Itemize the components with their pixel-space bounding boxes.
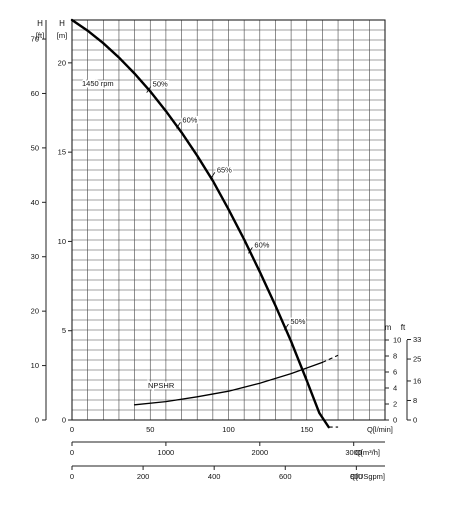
tick-label-q-m3h: 2000 [251,448,268,457]
efficiency-label: 60% [182,115,197,124]
labels: 1450 rpm NPSHR 50% 60% 65% 60% 50% [81,78,308,392]
efficiency-tick [248,247,253,254]
tick-label-left-ft: 10 [31,361,39,370]
axis-left-ft-symbol: H [37,19,43,28]
tick-label-left-m: 5 [62,326,66,335]
tick-label-q-lmin: 50 [146,425,154,434]
efficiency-tick [146,86,152,93]
tick-label-q-m3h: 3000 [345,448,362,457]
tick-label-right-ft: 33 [413,335,421,344]
axis-left-m-unit: [m] [57,31,67,40]
tick-label-left-ft: 50 [31,143,39,152]
plot-frame [71,19,386,421]
tick-label-q-lmin: 100 [222,425,235,434]
series-label-1450-rpm: 1450 rpm [82,79,114,88]
axis-left-m-symbol: H [59,19,65,28]
axis-right-ft-unit: ft [401,323,406,332]
efficiency-tick [284,323,289,331]
tick-label-right-ft: 25 [413,355,421,364]
tick-label-q-m3h: 1000 [158,448,175,457]
axis-label-q-m3h: Q[m³/h] [355,448,380,457]
tick-label-q-m3h: 0 [70,448,74,457]
tick-label-left-m: 10 [58,237,66,246]
tick-label-left-m: 20 [58,58,66,67]
npshr-curve-dashed-extension [322,354,339,363]
tick-label-left-ft: 70 [31,35,39,44]
tick-label-q-lmin: 150 [300,425,313,434]
tick-label-right-m: 8 [393,352,397,361]
head-curve-1450-rpm-line [70,18,330,429]
tick-label-left-ft: 0 [35,416,39,425]
tick-label-q-usgpm: 0 [70,472,74,481]
tick-label-left-ft: 60 [31,89,39,98]
tick-label-left-ft: 40 [31,198,39,207]
efficiency-label: 60% [254,240,269,249]
efficiency-label: 65% [217,165,232,174]
axis-label-q-usgpm: Q[USgpm] [350,472,385,481]
tick-label-right-m: 4 [393,384,397,393]
tick-label-left-ft: 30 [31,252,39,261]
efficiency-label: 50% [290,317,305,326]
series-label-npshr: NPSHR [148,381,175,390]
series [70,18,339,429]
efficiency-tick [176,122,181,129]
npshr-curve-line [133,361,324,406]
efficiency-label: 50% [153,80,168,89]
tick-label-left-m: 15 [58,148,66,157]
tick-label-q-usgpm: 200 [137,472,150,481]
tick-label-q-lmin: 0 [70,425,74,434]
tick-label-right-ft: 8 [413,396,417,405]
tick-label-left-ft: 20 [31,307,39,316]
tick-label-right-m: 2 [393,400,397,409]
tick-label-right-ft: 0 [413,416,417,425]
tick-label-right-m: 0 [393,416,397,425]
axes: H [ft] H [m] 0 10 20 30 40 50 60 70 0 5 10 15 20 m ft 0 2 4 6 8… [31,19,422,481]
axis-left-ft-unit: [ft] [36,31,44,40]
axis-label-q-lmin: Q[l/min] [367,425,393,434]
axis-right-m-unit: m [385,323,392,332]
tick-label-left-m: 0 [62,416,66,425]
tick-label-q-usgpm: 800 [350,472,363,481]
efficiency-tick [210,172,216,179]
tick-label-q-usgpm: 600 [279,472,292,481]
tick-label-right-m: 10 [393,336,401,345]
tick-label-right-m: 6 [393,368,397,377]
grid [71,19,386,421]
tick-label-right-ft: 16 [413,376,421,385]
tick-label-q-usgpm: 400 [208,472,221,481]
